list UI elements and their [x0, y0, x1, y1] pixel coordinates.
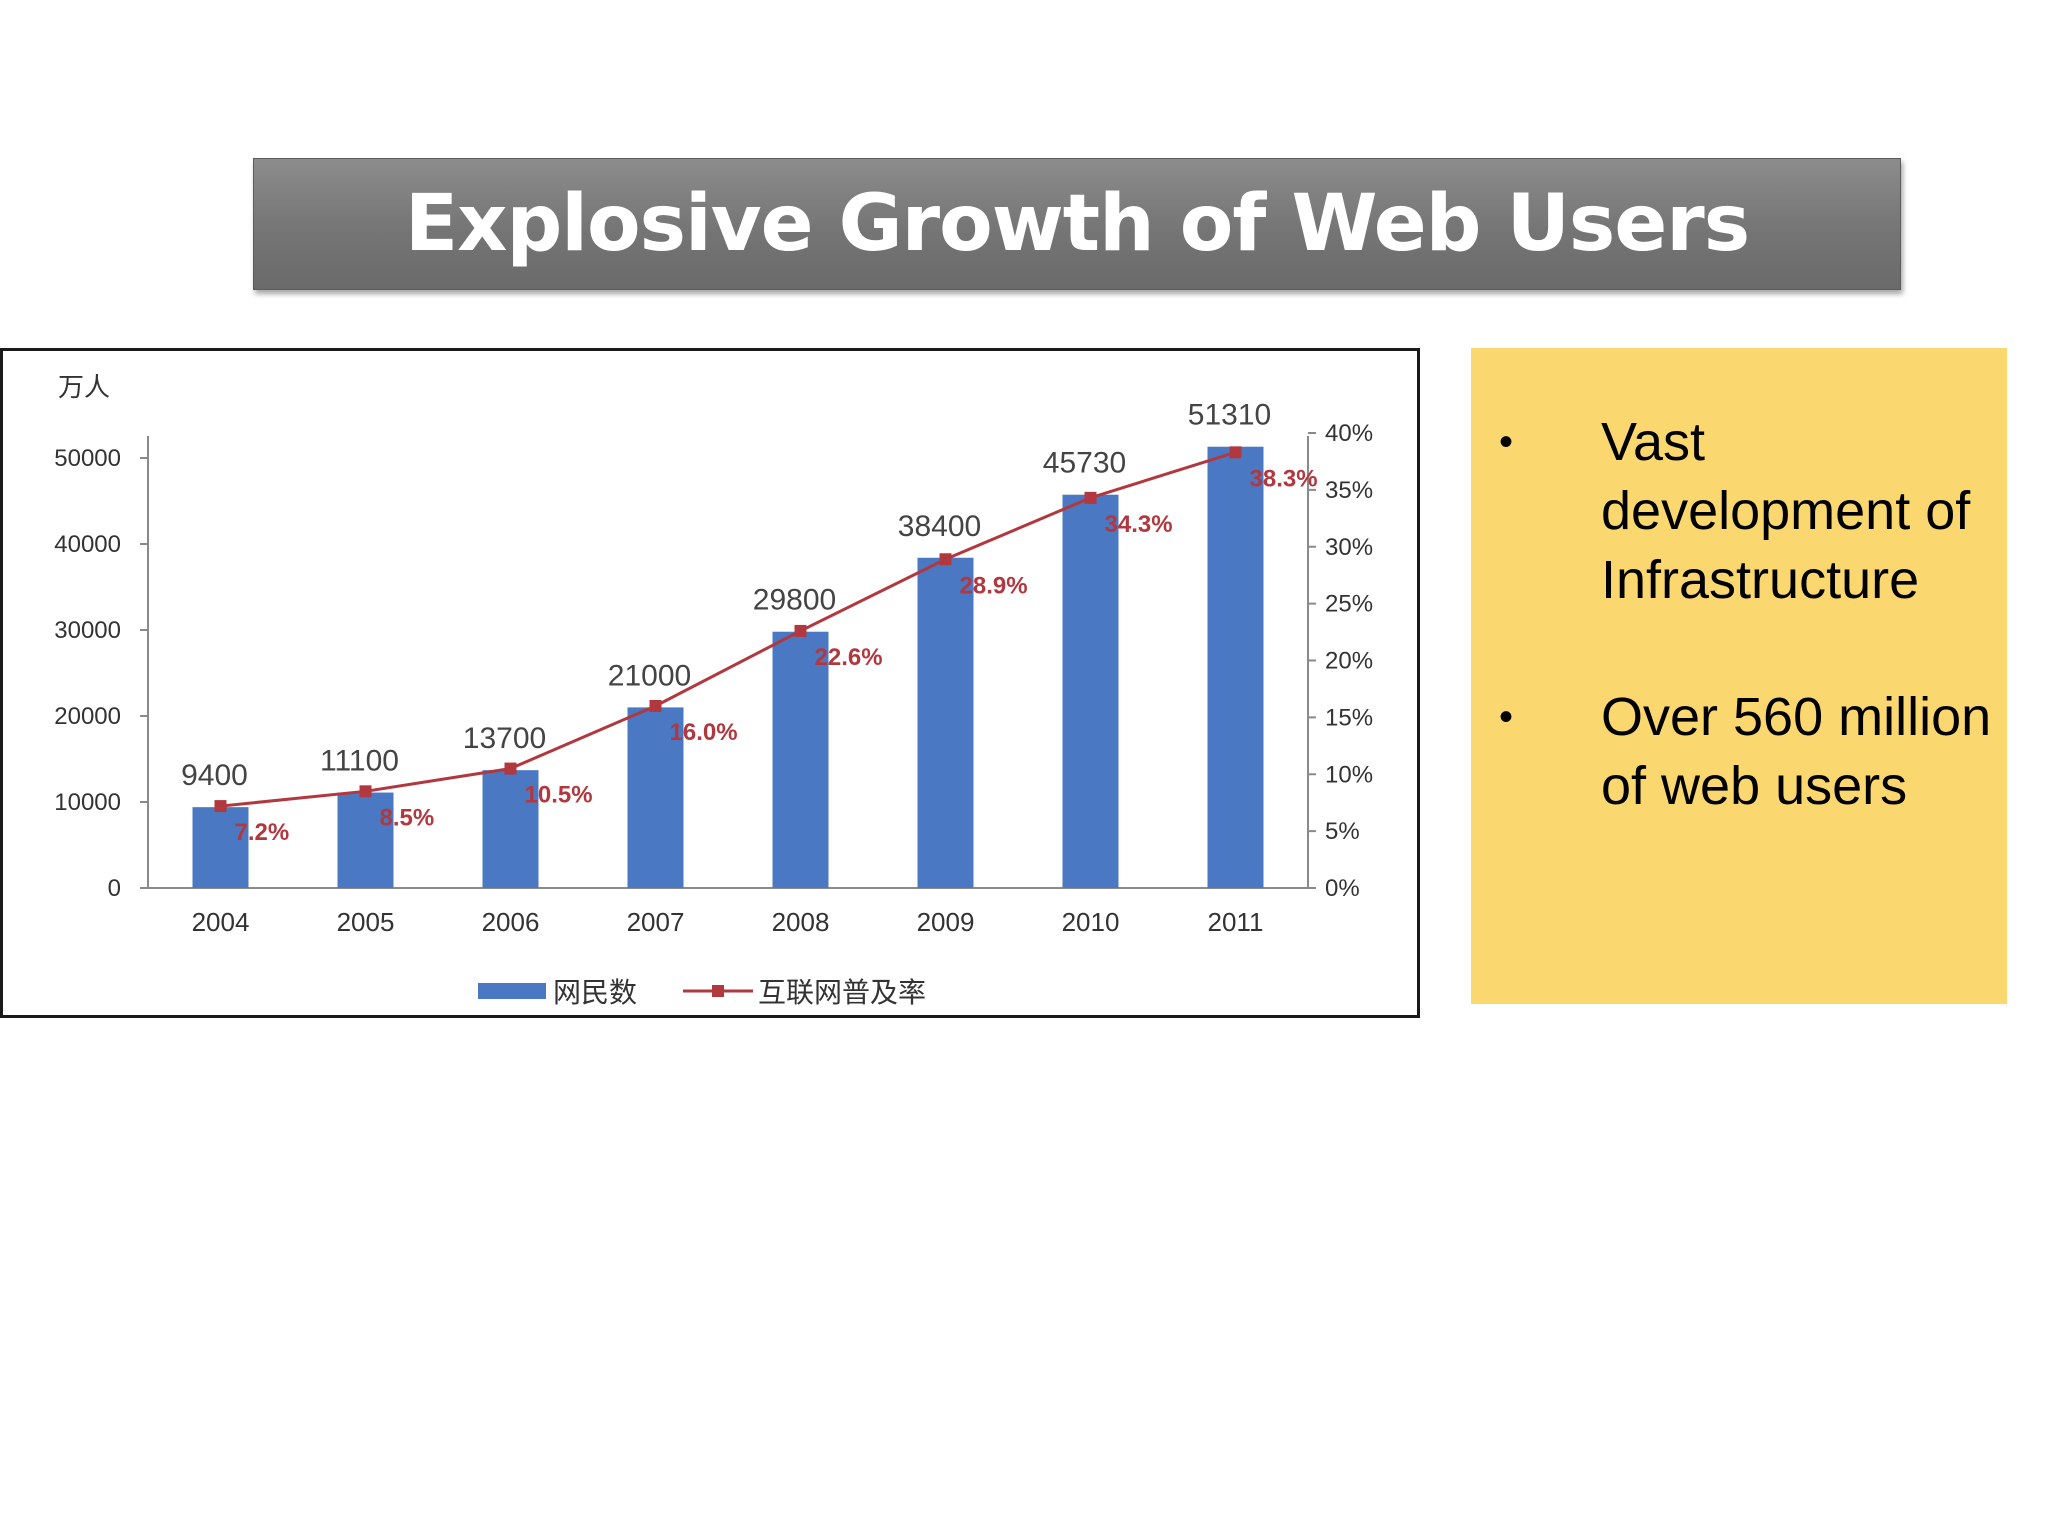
legend-layer: 网民数 互联网普及率	[478, 977, 926, 1008]
y-left-tick-label: 20000	[54, 703, 121, 730]
rate-value-label: 8.5%	[380, 804, 435, 831]
x-tick-label: 2008	[772, 907, 830, 937]
bullet-item-web-users: • Over 560 million of web users	[1481, 683, 1997, 821]
rate-value-label: 16.0%	[670, 719, 738, 746]
y-left-tick-label: 30000	[54, 617, 121, 644]
y-right-tick-label: 30%	[1325, 534, 1373, 561]
y-left-tick-label: 0	[108, 875, 121, 902]
x-tick-label: 2010	[1062, 907, 1120, 937]
bar-value-label: 9400	[181, 759, 248, 792]
rate-point	[649, 700, 662, 712]
axes-layer: 万人 0 10000 20000 30000 40000 50000 0% 5% 10% 15% 20…	[54, 372, 1373, 937]
bar-value-label: 13700	[463, 722, 546, 755]
rate-value-label: 10.5%	[525, 782, 593, 809]
x-tick-label: 2004	[192, 907, 250, 937]
bullet-icon: •	[1499, 420, 1514, 464]
rate-value-label: 28.9%	[960, 572, 1028, 599]
rate-value-label: 7.2%	[235, 819, 290, 846]
bar-value-label: 38400	[898, 510, 981, 543]
bar	[337, 792, 394, 888]
rate-point	[504, 762, 517, 775]
y-right-tick-label: 35%	[1325, 477, 1373, 504]
x-tick-label: 2009	[917, 907, 975, 937]
y-right-tick-label: 20%	[1325, 648, 1373, 675]
bullet-text: Vast development of Infrastructure	[1601, 412, 1971, 610]
chart-svg: 万人 0 10000 20000 30000 40000 50000 0% 5% 10% 15% 20…	[54, 372, 1373, 1008]
bar-value-label: 51310	[1188, 399, 1271, 432]
bar	[1207, 446, 1264, 888]
rate-line	[220, 450, 1236, 808]
legend-bar-label: 网民数	[553, 977, 637, 1008]
x-tick-label: 2011	[1208, 907, 1264, 937]
rate-point	[1084, 491, 1097, 504]
title-bar: Explosive Growth of Web Users	[253, 158, 1901, 290]
info-box: • Vast development of Infrastructure • O…	[1471, 348, 2007, 1004]
y-left-tick-label: 50000	[54, 445, 121, 472]
legend-line-label: 互联网普及率	[758, 977, 926, 1008]
labels-layer: 9400 11100 13700 21000 29800 38400 45730 51310 7…	[181, 399, 1317, 846]
bullet-text: Over 560 million of web users	[1601, 687, 1992, 816]
y-left-tick-label: 40000	[54, 531, 121, 558]
rate-point	[939, 553, 952, 566]
y-right-tick-label: 25%	[1325, 591, 1373, 618]
y-right-tick-label: 0%	[1325, 875, 1360, 902]
rate-point	[794, 624, 807, 637]
line-layer	[214, 446, 1242, 813]
bar	[1062, 494, 1119, 888]
legend-bar-swatch	[478, 983, 546, 999]
x-tick-label: 2007	[627, 907, 685, 937]
rate-point	[359, 785, 372, 798]
x-tick-label: 2005	[337, 907, 395, 937]
bullet-icon: •	[1499, 695, 1514, 739]
bar-value-label: 11100	[320, 745, 399, 778]
bullet-item-infrastructure: • Vast development of Infrastructure	[1481, 408, 1997, 615]
bar-value-label: 45730	[1043, 447, 1126, 480]
x-tick-label: 2006	[482, 907, 540, 937]
y-left-tick-label: 10000	[54, 789, 121, 816]
bars-layer	[192, 446, 1264, 888]
y-right-tick-label: 5%	[1325, 818, 1360, 845]
bar	[917, 557, 974, 888]
rate-point	[214, 800, 227, 813]
y-right-tick-label: 40%	[1325, 420, 1373, 447]
bar-value-label: 29800	[753, 584, 836, 617]
slide-title: Explosive Growth of Web Users	[404, 179, 1750, 269]
rate-value-label: 38.3%	[1250, 465, 1318, 492]
bar-value-label: 21000	[608, 659, 691, 692]
bar	[627, 707, 684, 888]
legend-line-marker	[712, 985, 724, 997]
y-right-tick-label: 10%	[1325, 761, 1373, 788]
y-unit-label: 万人	[58, 372, 110, 402]
rate-value-label: 34.3%	[1105, 511, 1173, 538]
rate-value-label: 22.6%	[815, 644, 883, 671]
rate-point	[1229, 446, 1242, 459]
bar	[772, 631, 829, 888]
chart-panel: 万人 0 10000 20000 30000 40000 50000 0% 5% 10% 15% 20…	[0, 348, 1420, 1018]
bar	[482, 770, 539, 888]
bar	[192, 807, 249, 888]
y-right-tick-label: 15%	[1325, 704, 1373, 731]
